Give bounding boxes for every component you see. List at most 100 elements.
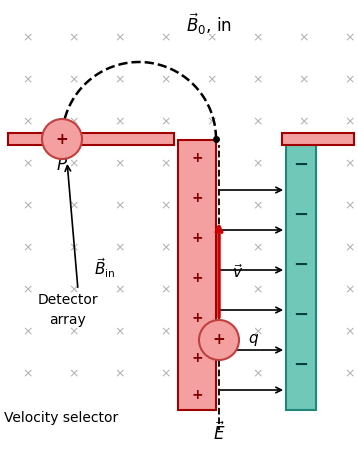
Text: ×: × <box>115 368 125 381</box>
Text: ×: × <box>161 32 171 45</box>
Text: ×: × <box>161 73 171 86</box>
Text: ×: × <box>69 325 79 338</box>
Text: ×: × <box>23 158 33 171</box>
Bar <box>178 140 216 410</box>
Text: +: + <box>191 151 203 165</box>
Text: ×: × <box>345 32 355 45</box>
Text: −: − <box>294 306 309 324</box>
Text: ×: × <box>23 116 33 129</box>
Text: ×: × <box>207 116 217 129</box>
Text: ×: × <box>23 73 33 86</box>
Text: ×: × <box>161 284 171 297</box>
Text: ×: × <box>299 116 309 129</box>
Text: ×: × <box>253 116 263 129</box>
Text: ×: × <box>161 242 171 255</box>
Text: ×: × <box>299 32 309 45</box>
Text: ×: × <box>299 284 309 297</box>
Text: +: + <box>191 311 203 325</box>
Text: ×: × <box>115 284 125 297</box>
Text: ×: × <box>345 73 355 86</box>
Text: ×: × <box>161 368 171 381</box>
Text: ×: × <box>345 199 355 212</box>
Text: ×: × <box>69 32 79 45</box>
Text: ×: × <box>115 73 125 86</box>
Text: ×: × <box>299 368 309 381</box>
Text: ×: × <box>253 199 263 212</box>
Text: ×: × <box>299 242 309 255</box>
Text: ×: × <box>207 199 217 212</box>
Text: $q$: $q$ <box>248 332 259 348</box>
Text: ×: × <box>23 284 33 297</box>
Text: ×: × <box>299 199 309 212</box>
Text: ×: × <box>23 32 33 45</box>
Text: ×: × <box>115 116 125 129</box>
Text: ×: × <box>345 116 355 129</box>
Text: ×: × <box>69 73 79 86</box>
Text: +: + <box>191 351 203 365</box>
Text: ×: × <box>253 242 263 255</box>
Text: −: − <box>294 356 309 374</box>
Text: ×: × <box>161 199 171 212</box>
Text: −: − <box>294 156 309 174</box>
Text: $\vec{E}$: $\vec{E}$ <box>213 422 225 444</box>
Text: ×: × <box>253 73 263 86</box>
Text: ×: × <box>299 325 309 338</box>
Text: −: − <box>294 256 309 274</box>
Text: −: − <box>294 206 309 224</box>
Text: $\vec{B}_{\mathrm{in}}$: $\vec{B}_{\mathrm{in}}$ <box>94 256 116 280</box>
Text: ×: × <box>115 242 125 255</box>
Text: ×: × <box>161 158 171 171</box>
Text: ×: × <box>207 158 217 171</box>
Text: ×: × <box>23 199 33 212</box>
Text: ×: × <box>299 158 309 171</box>
Text: ×: × <box>253 284 263 297</box>
Text: ×: × <box>207 32 217 45</box>
Text: +: + <box>55 131 68 147</box>
Bar <box>282 133 354 145</box>
Text: +: + <box>191 271 203 285</box>
Text: ×: × <box>161 116 171 129</box>
Circle shape <box>199 320 239 360</box>
Text: ×: × <box>23 368 33 381</box>
Text: ×: × <box>115 325 125 338</box>
Text: ×: × <box>115 199 125 212</box>
Text: ×: × <box>69 158 79 171</box>
Text: +: + <box>191 191 203 205</box>
Text: ×: × <box>253 32 263 45</box>
Bar <box>286 140 316 410</box>
Text: +: + <box>191 231 203 245</box>
Text: ×: × <box>207 242 217 255</box>
Text: $\vec{v}$: $\vec{v}$ <box>232 263 243 281</box>
Text: ×: × <box>69 368 79 381</box>
Text: ×: × <box>345 158 355 171</box>
Text: ×: × <box>345 242 355 255</box>
Text: ×: × <box>23 242 33 255</box>
Circle shape <box>42 119 82 159</box>
Text: ×: × <box>345 368 355 381</box>
Text: ×: × <box>115 158 125 171</box>
Text: $P$: $P$ <box>56 156 68 174</box>
Text: Detector
array: Detector array <box>38 293 98 327</box>
Text: ×: × <box>161 325 171 338</box>
Text: ×: × <box>207 368 217 381</box>
Text: $\vec{B}_0$, in: $\vec{B}_0$, in <box>186 12 232 37</box>
Text: ×: × <box>207 325 217 338</box>
Text: +: + <box>191 388 203 402</box>
Text: ×: × <box>253 158 263 171</box>
Text: ×: × <box>23 325 33 338</box>
Text: ×: × <box>253 368 263 381</box>
Text: ×: × <box>115 32 125 45</box>
Text: ×: × <box>345 325 355 338</box>
Text: ×: × <box>69 284 79 297</box>
Text: ×: × <box>207 73 217 86</box>
Bar <box>8 133 174 145</box>
Text: ×: × <box>253 325 263 338</box>
Text: ×: × <box>69 116 79 129</box>
Text: ×: × <box>207 284 217 297</box>
Text: Velocity selector: Velocity selector <box>4 411 118 425</box>
Text: ×: × <box>69 242 79 255</box>
Text: ×: × <box>69 199 79 212</box>
Text: ×: × <box>345 284 355 297</box>
Text: +: + <box>213 333 226 347</box>
Text: ×: × <box>299 73 309 86</box>
